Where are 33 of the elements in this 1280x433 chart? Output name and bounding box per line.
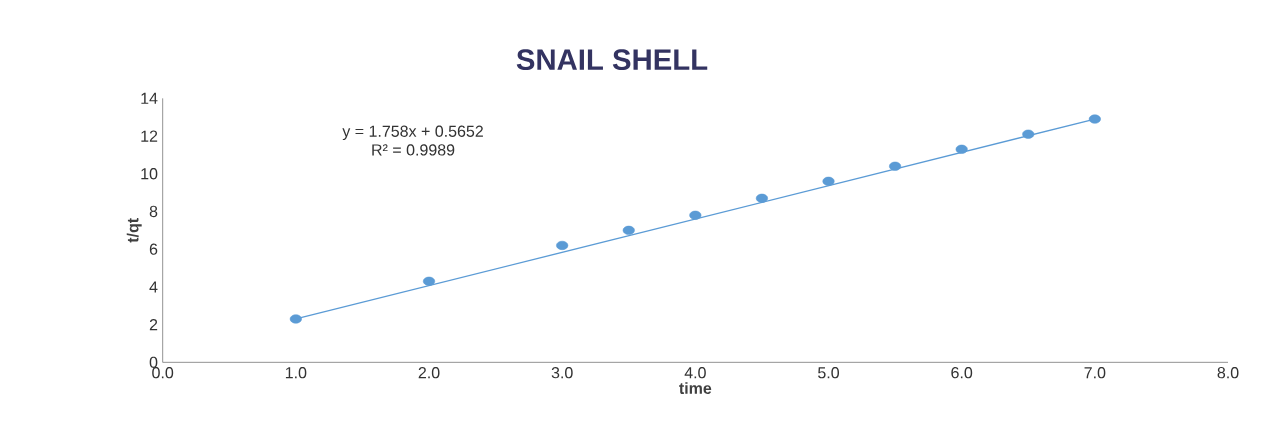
point <box>422 276 436 286</box>
annotation: y = 1.758x + 0.5652 <box>342 125 483 141</box>
x-tick-label: 5.0 <box>818 367 840 379</box>
point <box>622 225 635 235</box>
point <box>289 314 302 324</box>
x-tick-label: 2.0 <box>418 367 440 379</box>
point <box>1088 114 1101 124</box>
y-tick-label: 6 <box>149 243 158 255</box>
point <box>556 240 569 250</box>
point <box>889 161 902 171</box>
x-tick-label: 7.0 <box>1084 367 1106 379</box>
point <box>1022 129 1035 139</box>
y-tick-label: 2 <box>149 319 158 331</box>
x-axis-title: time <box>679 382 712 394</box>
y-tick-label: 0 <box>149 356 158 368</box>
x-tick-label: 1.0 <box>285 367 307 379</box>
point <box>955 144 968 154</box>
chart-title: SNAIL SHELL <box>516 49 708 71</box>
point <box>755 193 768 203</box>
y-tick-label: 4 <box>149 281 158 293</box>
y-axis-title: t/qt <box>126 218 142 243</box>
x-tick-label: 4.0 <box>684 367 706 379</box>
y-tick-label: 8 <box>149 205 158 218</box>
y-tick-label: 14 <box>141 92 158 104</box>
y-tick-label: 10 <box>141 168 158 180</box>
point <box>689 210 702 220</box>
x-tick-label: 8.0 <box>1217 367 1239 379</box>
y-tick-label: 12 <box>141 130 158 142</box>
x-tick-label: 0.0 <box>152 367 174 379</box>
x-tick-label: 3.0 <box>551 367 573 379</box>
annotation: R² = 0.9989 <box>372 144 455 156</box>
point <box>822 176 835 186</box>
x-tick-label: 6.0 <box>951 367 973 379</box>
